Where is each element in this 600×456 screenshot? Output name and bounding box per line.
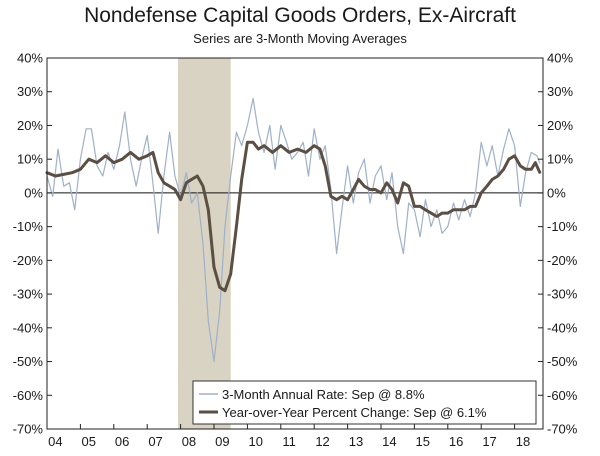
legend-label-quarterly: 3-Month Annual Rate: Sep @ 8.8% — [222, 387, 425, 402]
x-tick-label: 12 — [315, 434, 329, 449]
x-tick-label: 16 — [449, 434, 463, 449]
x-tick-label: 05 — [82, 434, 96, 449]
y-tick-label-right: -10% — [547, 219, 578, 234]
chart-title: Nondefense Capital Goods Orders, Ex-Airc… — [84, 4, 516, 27]
x-tick-label: 13 — [349, 434, 363, 449]
y-tick-label-right: -30% — [547, 287, 578, 302]
x-tick-label: 17 — [482, 434, 496, 449]
y-tick-label-right: 40% — [547, 51, 573, 66]
y-tick-label-left: 30% — [17, 84, 43, 99]
y-tick-label-left: -30% — [13, 287, 44, 302]
x-tick-label: 18 — [516, 434, 530, 449]
x-tick-label: 09 — [215, 434, 229, 449]
y-tick-label-right: -60% — [547, 388, 578, 403]
y-tick-label-right: 30% — [547, 84, 573, 99]
chart-subtitle: Series are 3-Month Moving Averages — [193, 31, 407, 46]
y-tick-label-left: -10% — [13, 219, 44, 234]
y-tick-label-left: 10% — [17, 152, 43, 167]
y-tick-label-right: 0% — [547, 185, 566, 200]
x-tick-label: 06 — [115, 434, 129, 449]
series-line-yoy-change — [45, 140, 542, 293]
series-line-3-month-rate — [46, 97, 541, 363]
y-tick-label-left: 0% — [24, 185, 43, 200]
x-tick-label: 10 — [249, 434, 263, 449]
y-tick-label-right: -50% — [547, 354, 578, 369]
x-tick-label: 15 — [416, 434, 430, 449]
y-tick-label-right: -40% — [547, 320, 578, 335]
y-tick-label-left: -20% — [13, 253, 44, 268]
recession-shade — [177, 58, 231, 429]
y-tick-label-left: -50% — [13, 354, 44, 369]
y-tick-label-right: -20% — [547, 253, 578, 268]
y-tick-label-left: 40% — [17, 51, 43, 66]
y-tick-label-right: 10% — [547, 152, 573, 167]
x-tick-label: 14 — [382, 434, 396, 449]
y-tick-label-right: -70% — [547, 422, 578, 437]
y-tick-label-right: 20% — [547, 118, 573, 133]
y-tick-label-left: 20% — [17, 118, 43, 133]
legend: 3-Month Annual Rate: Sep @ 8.8% Year-ove… — [192, 380, 537, 425]
x-tick-label: 07 — [148, 434, 162, 449]
plot-frame — [46, 57, 544, 430]
legend-box — [192, 380, 537, 425]
x-tick-label: 08 — [182, 434, 196, 449]
x-tick-label: 04 — [48, 434, 62, 449]
legend-label-yoy: Year-over-Year Percent Change: Sep @ 6.1… — [222, 405, 487, 420]
y-tick-label-left: -70% — [13, 422, 44, 437]
x-tick-label: 11 — [282, 434, 296, 449]
y-tick-label-left: -60% — [13, 388, 44, 403]
y-tick-label-left: -40% — [13, 320, 44, 335]
